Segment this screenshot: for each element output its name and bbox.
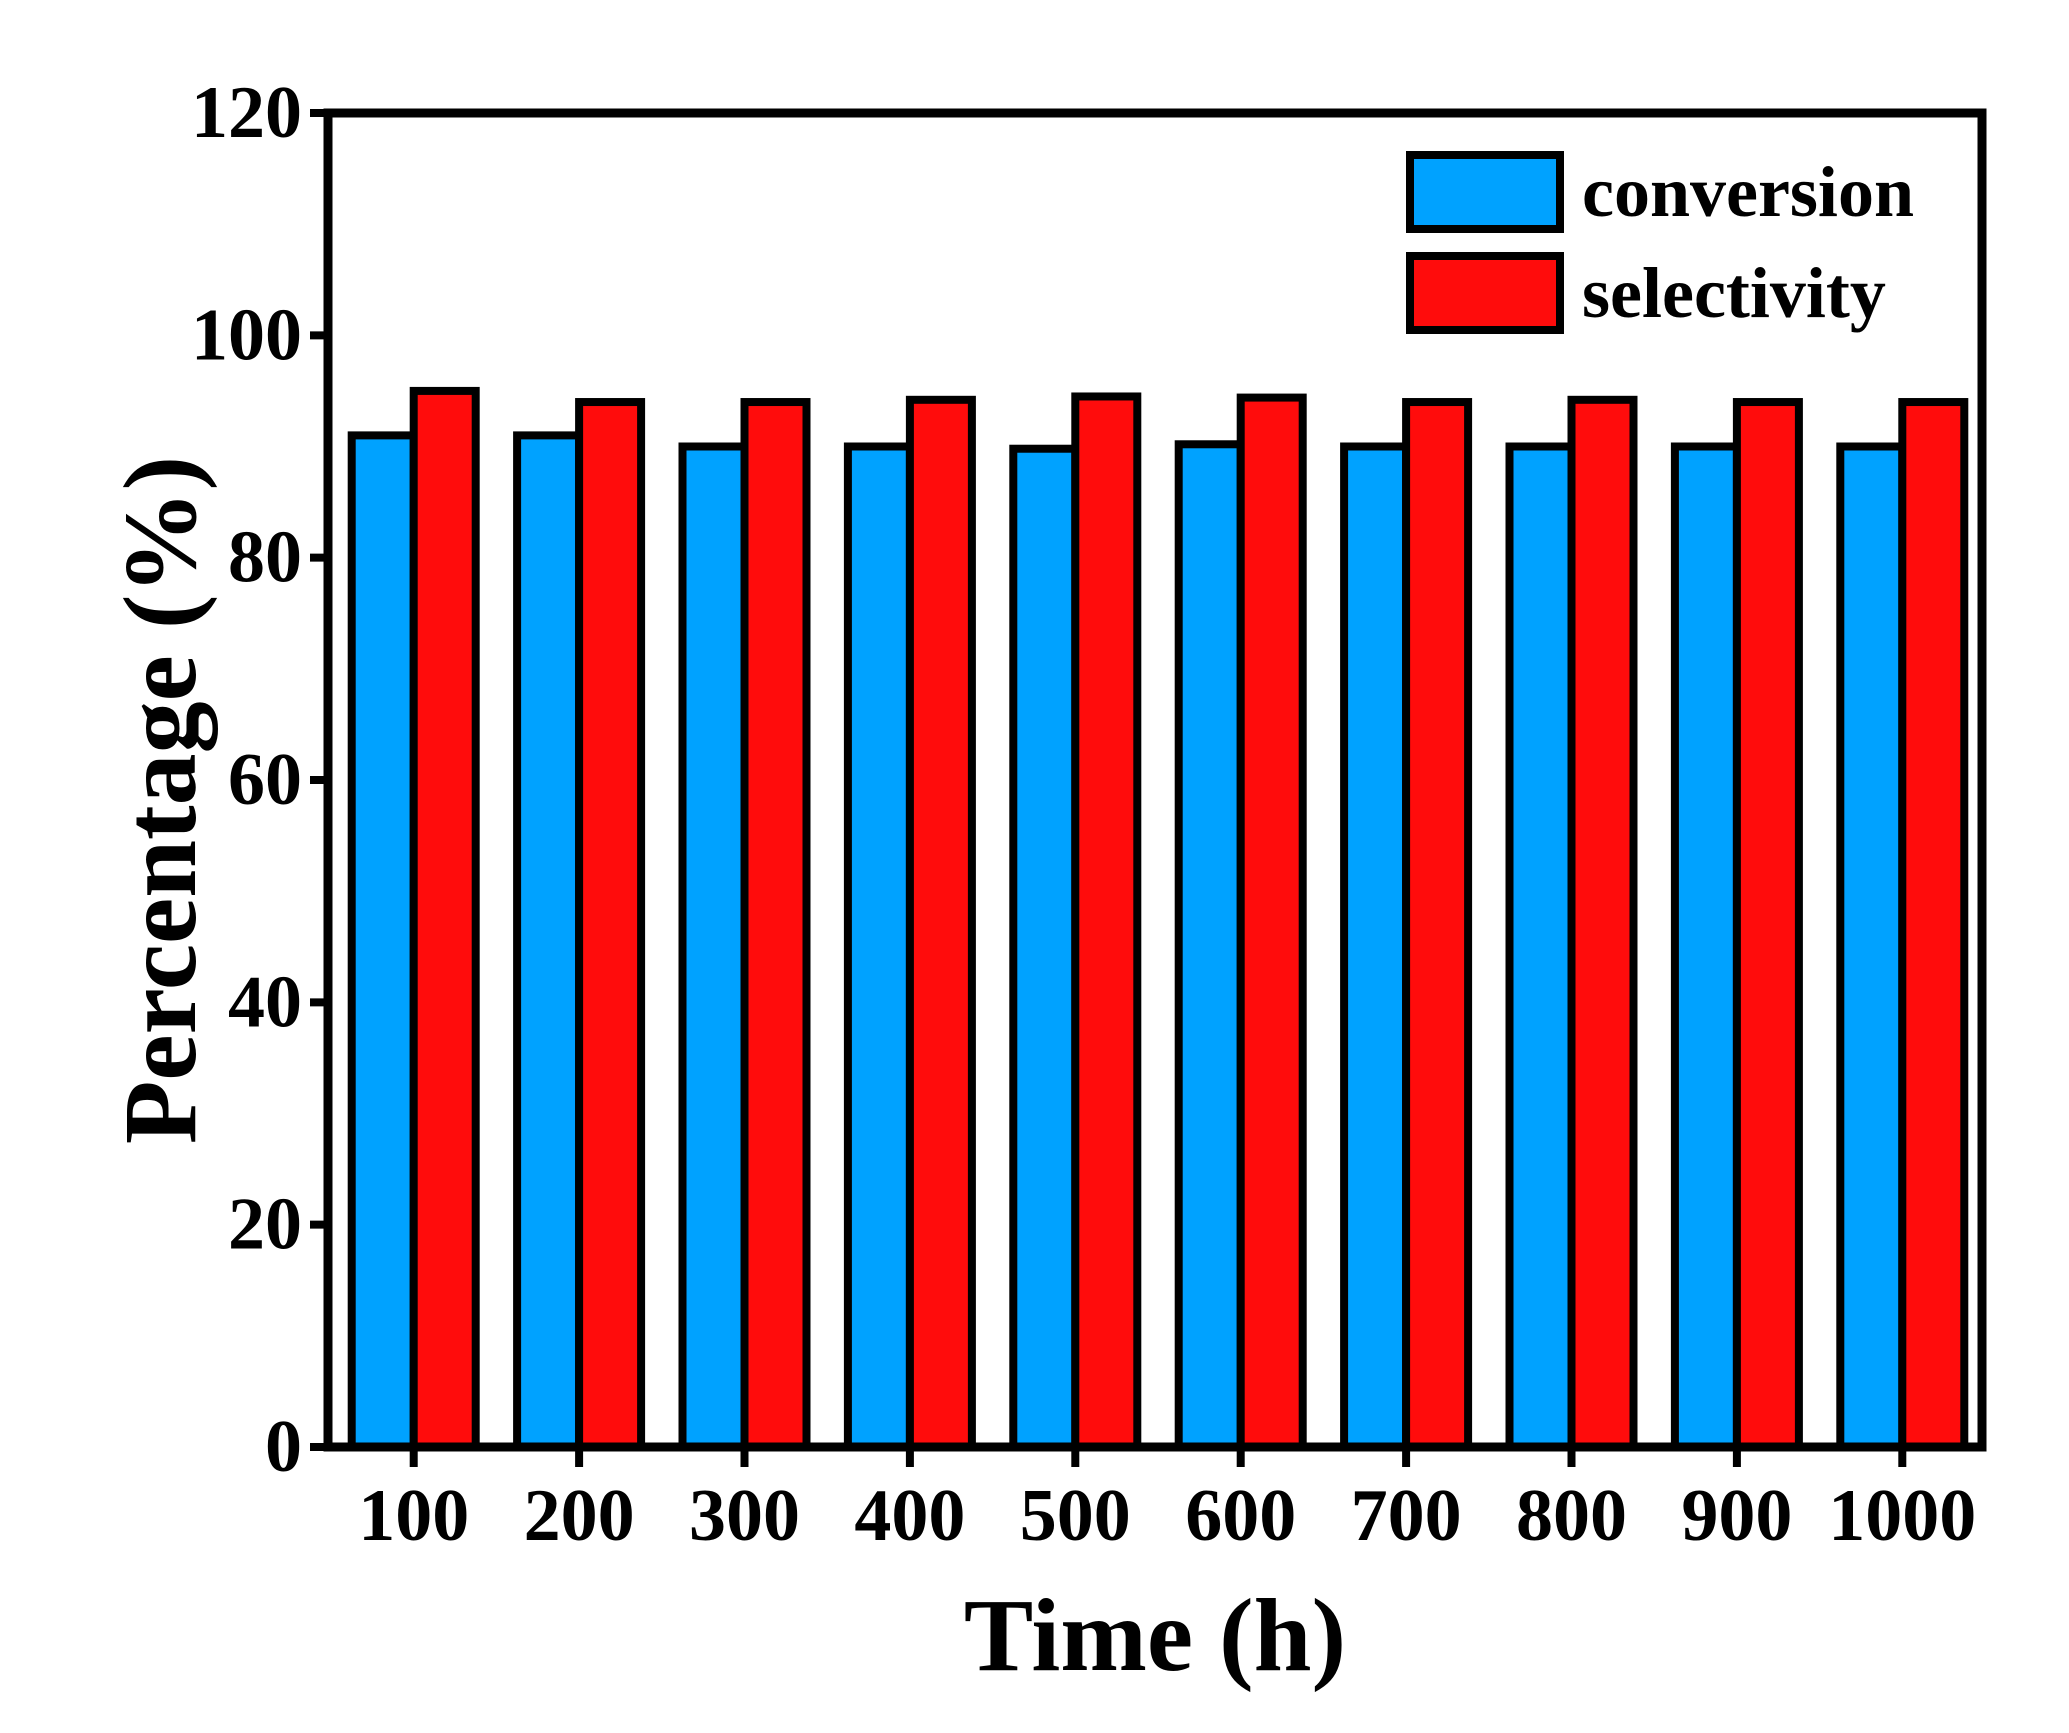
y-tick-label: 60: [228, 739, 302, 821]
bars-layer: [347, 386, 1969, 1452]
x-tick-label: 100: [358, 1475, 469, 1557]
bar-conversion-700: [1340, 442, 1411, 1451]
legend: conversion selectivity: [1406, 151, 1914, 334]
bar-selectivity-800: [1567, 395, 1638, 1451]
bar-selectivity-1000: [1898, 398, 1969, 1451]
y-tick-label: 120: [191, 72, 302, 154]
x-tick-label: 1000: [1828, 1475, 1976, 1557]
bar-selectivity-700: [1402, 398, 1473, 1451]
bar-selectivity-600: [1236, 393, 1307, 1451]
y-tick-label: 100: [191, 294, 302, 376]
y-tick-label: 40: [228, 961, 302, 1043]
legend-label-conversion: conversion: [1582, 152, 1914, 232]
bar-conversion-600: [1174, 440, 1245, 1451]
y-axis-title: Percentage (%): [103, 456, 218, 1144]
x-tick-label: 900: [1681, 1475, 1792, 1557]
bar-selectivity-100: [409, 386, 480, 1452]
y-tick-label: 20: [228, 1184, 302, 1266]
bar-selectivity-900: [1732, 398, 1803, 1451]
bar-conversion-400: [843, 442, 914, 1451]
legend-label-selectivity: selectivity: [1582, 253, 1886, 333]
bar-conversion-300: [678, 442, 749, 1451]
bar-selectivity-500: [1071, 392, 1142, 1452]
x-tick-label: 700: [1351, 1475, 1462, 1557]
y-tick-label: 80: [228, 517, 302, 599]
bar-selectivity-400: [905, 395, 976, 1451]
x-tick-label: 200: [524, 1475, 635, 1557]
bar-conversion-900: [1670, 442, 1741, 1451]
bar-conversion-100: [347, 431, 418, 1451]
bar-selectivity-300: [740, 398, 811, 1451]
bar-conversion-500: [1009, 444, 1080, 1451]
legend-swatch-selectivity: [1406, 252, 1564, 334]
x-tick-label: 500: [1020, 1475, 1131, 1557]
bar-conversion-800: [1505, 442, 1576, 1451]
y-tick-label: 0: [265, 1406, 302, 1488]
bar-selectivity-200: [575, 398, 646, 1451]
x-tick-label: 800: [1516, 1475, 1627, 1557]
x-tick-label: 400: [854, 1475, 965, 1557]
x-axis: 100 200 300 400 500 600 700 800 900 1000: [358, 1447, 1976, 1557]
x-axis-title: Time (h): [964, 1578, 1346, 1693]
bar-conversion-1000: [1836, 442, 1907, 1451]
x-tick-label: 300: [689, 1475, 800, 1557]
legend-swatch-conversion: [1406, 151, 1564, 233]
x-tick-label: 600: [1185, 1475, 1296, 1557]
y-axis: 0 20 40 60 80 100 120: [191, 72, 328, 1488]
bar-conversion-200: [513, 431, 584, 1451]
